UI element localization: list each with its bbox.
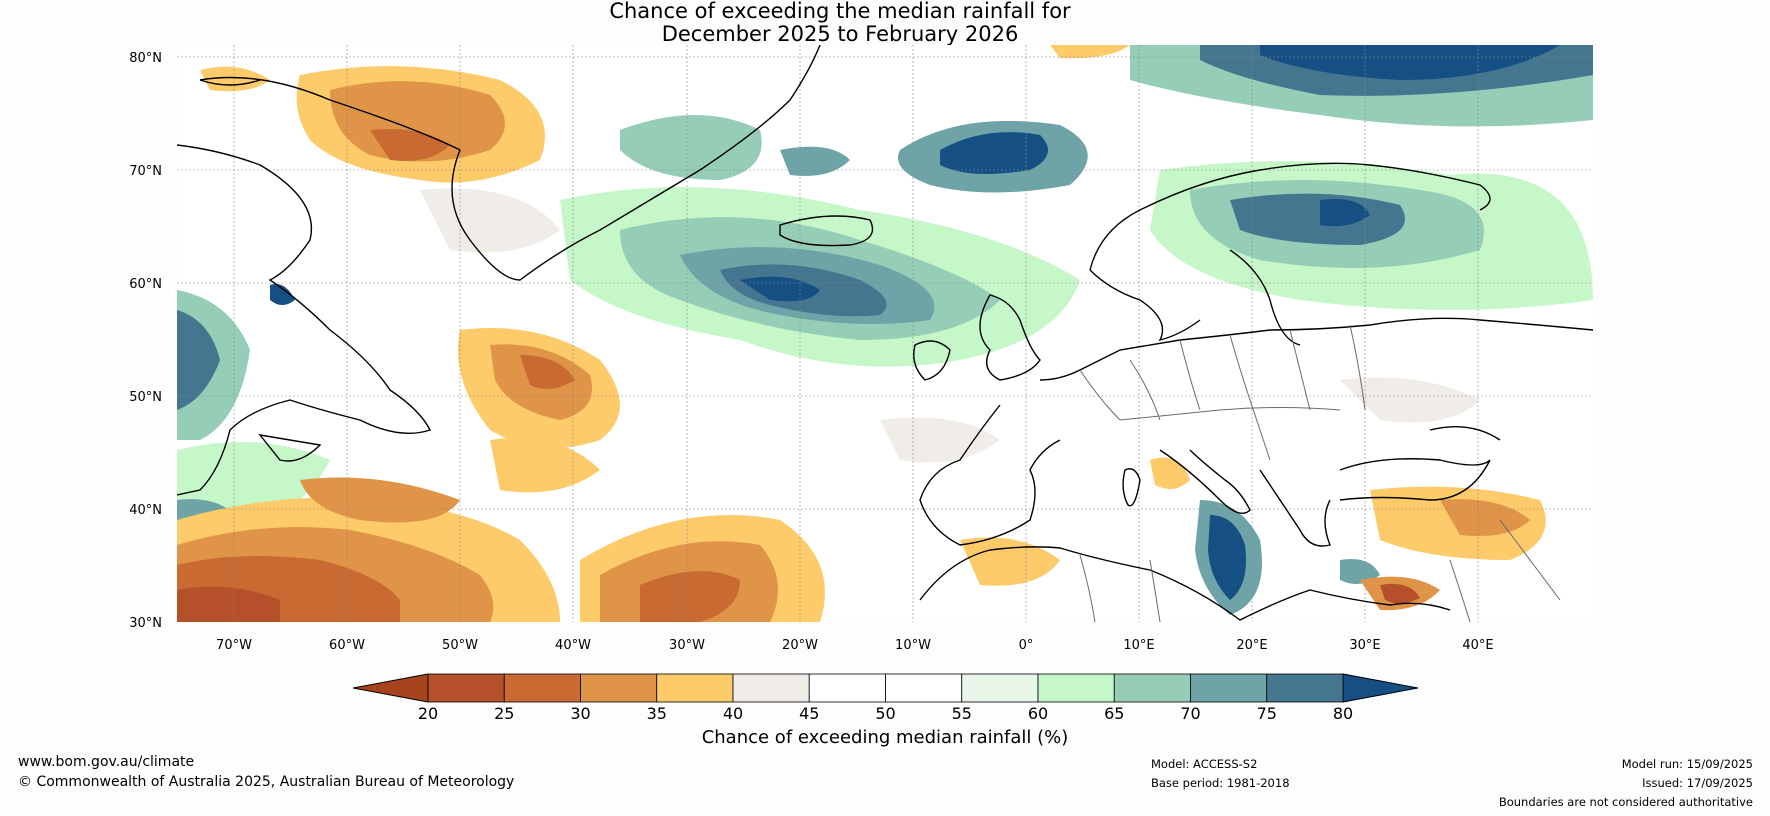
lon-label: 10°E [1123, 638, 1154, 653]
colorbar-low-extension [352, 673, 429, 703]
country-boundaries [1079, 324, 1561, 622]
lon-label: 10°W [895, 638, 931, 653]
colorbar-tick-label: 30 [570, 704, 590, 723]
lon-label: 40°E [1462, 638, 1493, 653]
lon-label: 60°W [329, 638, 365, 653]
colorbar-segment [656, 673, 734, 703]
colorbar-tick-label: 80 [1333, 704, 1353, 723]
colorbar-tick-label: 50 [875, 704, 895, 723]
lat-label: 70°N [129, 164, 162, 179]
map-title: Chance of exceeding the median rainfall … [0, 0, 1770, 46]
base-period: Base period: 1981-2018 [1151, 776, 1290, 790]
colorbar: 20 25 30 35 40 45 50 55 60 65 70 75 80 [352, 673, 1419, 723]
lat-label: 40°N [129, 503, 162, 518]
graticule [177, 45, 1593, 622]
lon-label: 30°W [669, 638, 705, 653]
colorbar-tick-label: 25 [494, 704, 514, 723]
map-plot-area [177, 45, 1593, 622]
colorbar-tick-label: 65 [1104, 704, 1124, 723]
colorbar-segment [580, 673, 658, 703]
lat-label: 50°N [129, 390, 162, 405]
colorbar-segment [1113, 673, 1191, 703]
lat-label: 60°N [129, 277, 162, 292]
colorbar-segment [1037, 673, 1115, 703]
colorbar-segment [427, 673, 505, 703]
lon-label: 20°W [782, 638, 818, 653]
colorbar-high-extension [1342, 673, 1419, 703]
boundaries-disclaimer: Boundaries are not considered authoritat… [1498, 795, 1753, 809]
map-title-line2: December 2025 to February 2026 [661, 22, 1019, 46]
lon-label: 70°W [216, 638, 252, 653]
latitude-labels: 80°N 70°N 60°N 50°N 40°N 30°N [129, 51, 162, 631]
colorbar-segment [503, 673, 581, 703]
lat-label: 80°N [129, 51, 162, 66]
lon-label: 40°W [555, 638, 591, 653]
lon-label: 50°W [442, 638, 478, 653]
colorbar-tick-label: 70 [1180, 704, 1200, 723]
colorbar-segment [808, 673, 886, 703]
colorbar-tick-label: 55 [952, 704, 972, 723]
issued-date: Issued: 17/09/2025 [1642, 776, 1753, 790]
colorbar-segment [885, 673, 963, 703]
colorbar-tick-label: 40 [723, 704, 743, 723]
colorbar-tick-label: 75 [1257, 704, 1277, 723]
lat-label: 30°N [129, 616, 162, 631]
map-title-line1: Chance of exceeding the median rainfall … [609, 0, 1071, 23]
colorbar-label: Chance of exceeding median rainfall (%) [701, 727, 1069, 748]
colorbar-tick-label: 35 [647, 704, 667, 723]
lon-label: 0° [1019, 638, 1034, 653]
colorbar-segment [1190, 673, 1268, 703]
lon-label: 20°E [1236, 638, 1267, 653]
model-name: Model: ACCESS-S2 [1151, 757, 1258, 771]
longitude-labels: 70°W 60°W 50°W 40°W 30°W 20°W 10°W 0° 10… [216, 638, 1494, 653]
colorbar-segment [732, 673, 810, 703]
colorbar-segment [961, 673, 1039, 703]
lon-label: 30°E [1349, 638, 1380, 653]
colorbar-tick-label: 20 [418, 704, 438, 723]
colorbar-tick-label: 60 [1028, 704, 1048, 723]
colorbar-tick-label: 45 [799, 704, 819, 723]
colorbar-segment [1266, 673, 1344, 703]
website-link[interactable]: www.bom.gov.au/climate [18, 754, 195, 770]
coastlines [177, 45, 1593, 621]
copyright-text: © Commonwealth of Australia 2025, Austra… [18, 774, 515, 790]
model-run: Model run: 15/09/2025 [1621, 757, 1753, 771]
probability-field [177, 45, 1593, 622]
